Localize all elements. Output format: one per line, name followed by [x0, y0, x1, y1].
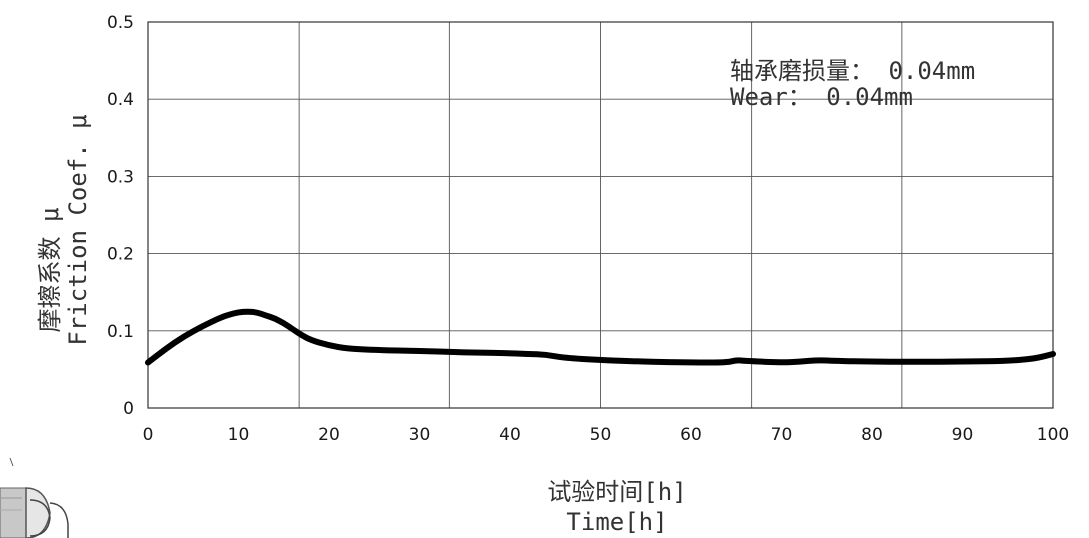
wear-annotation-cn: 轴承磨损量： 0.04mm [730, 57, 975, 85]
y-axis-label-cn: 摩擦系数 μ [36, 208, 64, 333]
friction-series-line [145, 308, 1056, 366]
y-tick-label: 0.1 [107, 322, 134, 342]
x-tick-label: 100 [1037, 425, 1069, 445]
y-axis-label-en: Friction Coef. μ [64, 114, 92, 345]
x-tick-label: 80 [861, 425, 883, 445]
x-axis-label-en: Time[h] [566, 508, 667, 536]
wear-annotation-en: Wear： 0.04mm [730, 83, 913, 111]
y-tick-label: 0.5 [107, 13, 134, 33]
y-tick-label: 0 [123, 399, 134, 419]
x-tick-label: 30 [409, 425, 431, 445]
x-tick-label: 20 [318, 425, 340, 445]
plot-frame [147, 21, 1054, 409]
x-tick-label: 50 [590, 425, 612, 445]
x-tick-label: 70 [771, 425, 793, 445]
x-axis-label-cn: 试验时间[h] [547, 478, 686, 506]
y-tick-labels: 0 0.1 0.2 0.3 0.4 0.5 [107, 13, 134, 419]
y-tick-label: 0.2 [107, 245, 134, 265]
x-tick-label: 0 [143, 425, 154, 445]
y-tick-label: 0.3 [107, 167, 134, 187]
x-tick-labels: 0 10 20 30 40 50 60 70 80 90 100 [143, 425, 1070, 445]
bearing-illustration [0, 457, 69, 538]
x-tick-label: 60 [680, 425, 702, 445]
y-tick-label: 0.4 [107, 90, 134, 110]
x-tick-label: 90 [952, 425, 974, 445]
x-tick-label: 40 [499, 425, 521, 445]
x-tick-label: 10 [228, 425, 250, 445]
